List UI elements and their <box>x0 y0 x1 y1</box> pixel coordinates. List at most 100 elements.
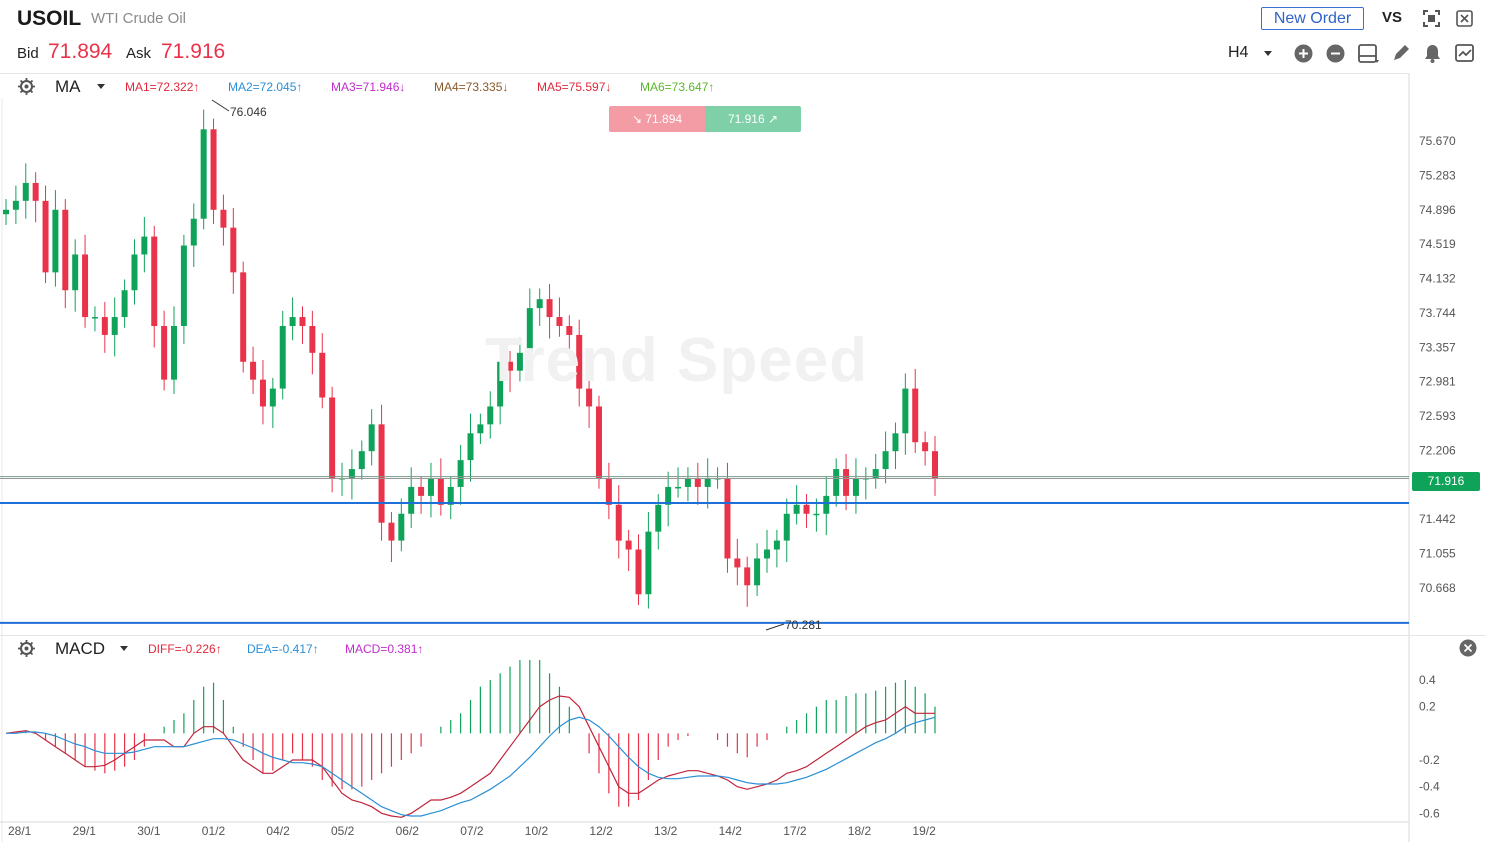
date-tick-label: 14/2 <box>719 824 743 838</box>
chart-type-icon[interactable] <box>1455 44 1475 63</box>
price-tick-label: 73.357 <box>1419 341 1456 355</box>
candle-body <box>754 558 761 586</box>
candle-body <box>141 236 148 255</box>
price-tick-label: 72.981 <box>1419 374 1456 388</box>
candle-body <box>477 424 484 434</box>
candle-body <box>427 478 434 496</box>
ask-value: 71.916 <box>161 40 226 63</box>
candle-body <box>358 451 365 470</box>
price-tick-label: 71.442 <box>1419 512 1456 526</box>
macd-indicator-bar: MACD DIFF=-0.226↑ DEA=-0.417↑ MACD=0.381… <box>0 635 1486 659</box>
timeframe-select[interactable]: H4 <box>1228 44 1249 61</box>
candle-body <box>576 334 583 389</box>
timeframe-dropdown-icon[interactable] <box>1263 50 1273 58</box>
candle-body <box>457 460 464 487</box>
candle-body <box>52 209 59 273</box>
price-tick-label: 74.896 <box>1419 203 1456 217</box>
ma-indicator-name[interactable]: MA <box>55 77 81 96</box>
date-tick-label: 07/2 <box>460 824 484 838</box>
price-tick-label: 70.668 <box>1419 581 1456 595</box>
low-label-pointer <box>765 623 785 631</box>
candle-body <box>467 433 474 461</box>
date-tick-label: 13/2 <box>654 824 678 838</box>
zoom-in-icon[interactable] <box>1294 44 1313 63</box>
ma-dropdown-icon[interactable] <box>96 83 106 91</box>
candle-body <box>704 478 711 487</box>
candle-body <box>734 558 741 568</box>
candle-body <box>388 522 395 541</box>
dea-line <box>6 716 936 817</box>
ma-indicator-bar: MA MA1=72.322↑ MA2=72.045↑ MA3=71.946↓ M… <box>0 73 1409 97</box>
candle-body <box>259 379 266 407</box>
candle-body <box>22 182 29 201</box>
candle-body <box>161 326 168 380</box>
candle-body <box>902 388 909 434</box>
price-tick-label: 72.593 <box>1419 409 1456 423</box>
candle-body <box>190 218 197 246</box>
candle-body <box>250 361 257 380</box>
macd-tick-label: 0.4 <box>1419 673 1436 687</box>
candle-body <box>121 290 128 318</box>
diff-line <box>5 695 935 818</box>
date-tick-label: 19/2 <box>912 824 936 838</box>
date-tick-label: 10/2 <box>525 824 549 838</box>
candle-body <box>813 513 820 516</box>
candle-body <box>872 469 879 478</box>
sell-quote-button[interactable]: ↘ 71.894 <box>609 106 705 132</box>
macd-dropdown-icon[interactable] <box>119 645 129 653</box>
price-tick-label: 71.055 <box>1419 547 1456 561</box>
zoom-out-icon[interactable] <box>1326 44 1345 63</box>
candle-body <box>171 326 178 380</box>
candle-body <box>3 209 9 215</box>
candle-body <box>724 478 731 559</box>
candle-body <box>418 486 425 496</box>
macd-tick-label: -0.6 <box>1419 806 1440 820</box>
candle-body <box>645 531 652 595</box>
date-tick-label: 18/2 <box>848 824 872 838</box>
candle-body <box>329 397 336 478</box>
ma-settings-icon[interactable] <box>18 78 35 95</box>
draw-icon[interactable] <box>1391 44 1410 63</box>
candle-body <box>932 451 938 478</box>
candle-body <box>566 326 573 335</box>
layout-icon[interactable] <box>1358 44 1380 64</box>
candle-body <box>516 352 523 371</box>
diff-value: DIFF=-0.226↑ <box>148 642 222 656</box>
macd-indicator-name[interactable]: MACD <box>55 639 106 658</box>
ma6-value: MA6=73.647↑ <box>640 80 715 94</box>
new-order-button[interactable]: New Order <box>1261 7 1364 30</box>
candle-body <box>299 317 306 326</box>
alert-icon[interactable] <box>1423 44 1442 63</box>
ask-label: Ask <box>126 45 152 62</box>
dea-value: DEA=-0.417↑ <box>247 642 319 656</box>
symbol-name[interactable]: USOIL <box>17 7 82 30</box>
candle-body <box>72 254 79 291</box>
candle-body <box>42 200 49 273</box>
macd-tick-label: -0.2 <box>1419 753 1440 767</box>
date-tick-label: 01/2 <box>202 824 226 838</box>
buy-quote-button[interactable]: 71.916 ↗ <box>705 106 801 132</box>
ma2-value: MA2=72.045↑ <box>228 80 303 94</box>
candle-body <box>615 504 622 541</box>
candle-body <box>595 406 602 478</box>
quote-header: Bid 71.894 Ask 71.916 H4 <box>0 36 1486 72</box>
candle-body <box>744 567 751 586</box>
candle-body <box>843 469 850 496</box>
candle-body <box>230 227 237 273</box>
candle-body <box>773 540 780 550</box>
candle-body <box>220 209 227 228</box>
candle-body <box>536 299 543 309</box>
candle-body <box>783 513 790 541</box>
candle-body <box>497 361 504 407</box>
compare-button[interactable]: VS <box>1382 9 1403 26</box>
candle-body <box>368 424 375 452</box>
macd-tick-label: -0.4 <box>1419 780 1440 794</box>
price-tick-label: 73.744 <box>1419 306 1456 320</box>
candle-body <box>32 182 39 201</box>
bid-value: 71.894 <box>48 40 113 63</box>
close-icon[interactable] <box>1456 10 1473 27</box>
fullscreen-icon[interactable] <box>1423 10 1440 27</box>
close-macd-icon[interactable] <box>1459 639 1477 657</box>
macd-settings-icon[interactable] <box>18 640 35 657</box>
